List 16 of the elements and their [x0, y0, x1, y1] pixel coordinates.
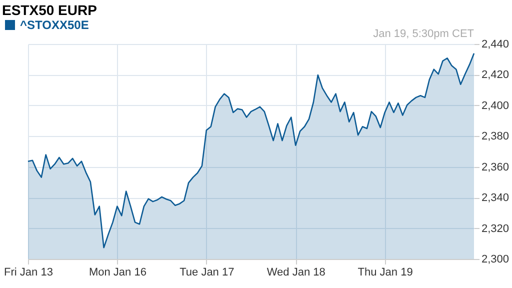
- y-tick-label: 2,320: [482, 222, 510, 235]
- y-tick-label: 2,380: [482, 130, 510, 143]
- y-tick-label: 2,340: [482, 192, 510, 204]
- y-tick-label: 2,440: [482, 38, 510, 50]
- x-tick-label: Tue Jan 17: [180, 266, 234, 278]
- y-tick-label: 2,360: [482, 161, 510, 174]
- x-tick-label: Thu Jan 19: [358, 266, 413, 278]
- text: Jan 19, 5:30pm CET: [373, 28, 474, 40]
- x-tick-label: Wed Jan 18: [266, 266, 326, 278]
- y-tick-label: 2,300: [482, 254, 510, 266]
- chart-title: ESTX50 EURP: [2, 2, 97, 18]
- legend-label: ^STOXX50E: [20, 18, 89, 32]
- y-tick-label: 2,400: [482, 100, 510, 112]
- y-tick-label: 2,420: [482, 69, 510, 82]
- x-tick-label: Fri Jan 13: [4, 266, 53, 278]
- x-tick-label: Mon Jan 16: [88, 266, 146, 278]
